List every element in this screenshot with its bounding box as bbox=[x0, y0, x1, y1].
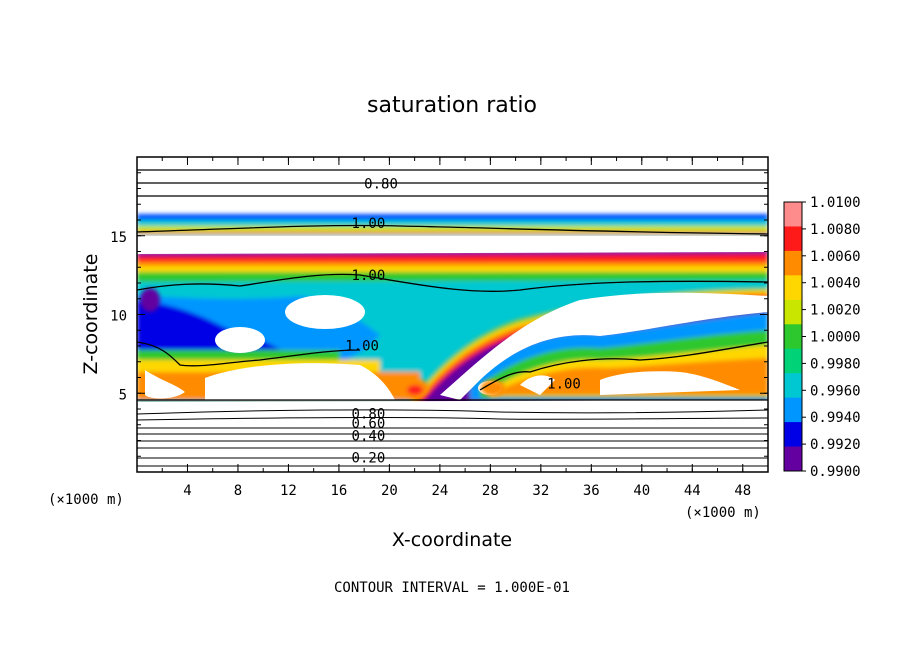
x-tick-label: 8 bbox=[234, 483, 242, 499]
contour-label: 1.00 bbox=[352, 268, 386, 284]
contour-label: 1.00 bbox=[345, 339, 379, 355]
contour-line-100-upper bbox=[137, 224, 768, 235]
colorbar-label: 0.9960 bbox=[810, 383, 861, 399]
contour-line-100-right bbox=[479, 341, 768, 391]
y-tick-label: 15 bbox=[110, 230, 127, 246]
x-tick-label: 32 bbox=[532, 483, 549, 499]
colorbar-swatch bbox=[784, 226, 802, 252]
contour-label: 0.80 bbox=[352, 406, 386, 422]
colorbar-swatch bbox=[784, 202, 802, 227]
x-tick-label: 4 bbox=[183, 483, 191, 499]
colorbar-swatch bbox=[784, 373, 802, 399]
contour-labels: 0.801.001.001.001.000.800.600.400.20 bbox=[345, 177, 581, 467]
colorbar-swatch bbox=[784, 299, 802, 325]
x-axis-label: X-coordinate bbox=[392, 529, 512, 551]
x-tick-label: 16 bbox=[330, 483, 347, 499]
contour-label: 0.20 bbox=[352, 451, 386, 467]
colorbar-swatch bbox=[784, 446, 802, 472]
colorbar-swatch bbox=[784, 422, 802, 448]
colorbar-label: 1.0000 bbox=[810, 330, 861, 346]
x-tick-label: 28 bbox=[482, 483, 499, 499]
contour-line-100-mid bbox=[137, 273, 768, 292]
x-tick-label: 20 bbox=[381, 483, 398, 499]
contour-label: 1.00 bbox=[352, 216, 386, 232]
field-dry-regions bbox=[137, 236, 768, 472]
colorbar-label: 1.0060 bbox=[810, 249, 861, 265]
contour-label: 0.40 bbox=[352, 429, 386, 445]
x-unit-right: (×1000 m) bbox=[685, 505, 761, 521]
colorbar-label: 0.9920 bbox=[810, 437, 861, 453]
colorbar-swatch bbox=[784, 324, 802, 350]
colorbar-swatch bbox=[784, 348, 802, 374]
x-tick-label: 44 bbox=[684, 483, 701, 499]
contour-interval-note: CONTOUR INTERVAL = 1.000E-01 bbox=[334, 580, 570, 596]
field-core-2 bbox=[481, 380, 505, 396]
x-unit-left: (×1000 m) bbox=[48, 492, 124, 508]
contour-label: 0.80 bbox=[364, 177, 398, 193]
colorbar-label: 1.0100 bbox=[810, 195, 861, 211]
x-tick-label: 12 bbox=[280, 483, 297, 499]
contour-lines-lower bbox=[137, 409, 768, 467]
y-tick-label: 5 bbox=[119, 387, 127, 403]
chart-title: saturation ratio bbox=[367, 93, 537, 118]
colorbar-label: 0.9940 bbox=[810, 410, 861, 426]
colorbar-swatch bbox=[784, 250, 802, 276]
y-axis-label: Z-coordinate bbox=[80, 254, 102, 375]
colorbar-label: 1.0080 bbox=[810, 222, 861, 238]
colorbar-swatch bbox=[784, 397, 802, 423]
colorbar-label: 0.9980 bbox=[810, 356, 861, 372]
filled-contour-field bbox=[137, 169, 768, 472]
contour-line-100-lower bbox=[137, 341, 361, 367]
colorbar-label: 1.0020 bbox=[810, 303, 861, 319]
x-tick-label: 40 bbox=[633, 483, 650, 499]
contour-lines bbox=[137, 169, 768, 401]
colorbar-label: 1.0040 bbox=[810, 276, 861, 292]
x-tick-label: 36 bbox=[583, 483, 600, 499]
colorbar: 1.0100 1.0080 1.0060 1.0040 1.0020 1.0000 0.99… bbox=[783, 195, 861, 480]
x-tick-label: 48 bbox=[734, 483, 751, 499]
contour-label: 1.00 bbox=[547, 377, 581, 393]
x-tick-label: 24 bbox=[431, 483, 448, 499]
contour-label: 0.60 bbox=[352, 416, 386, 432]
colorbar-swatch bbox=[784, 275, 802, 301]
y-tick-label: 10 bbox=[110, 309, 127, 325]
contour-line-080-lower bbox=[137, 409, 768, 415]
colorbar-label: 0.9900 bbox=[810, 464, 861, 480]
